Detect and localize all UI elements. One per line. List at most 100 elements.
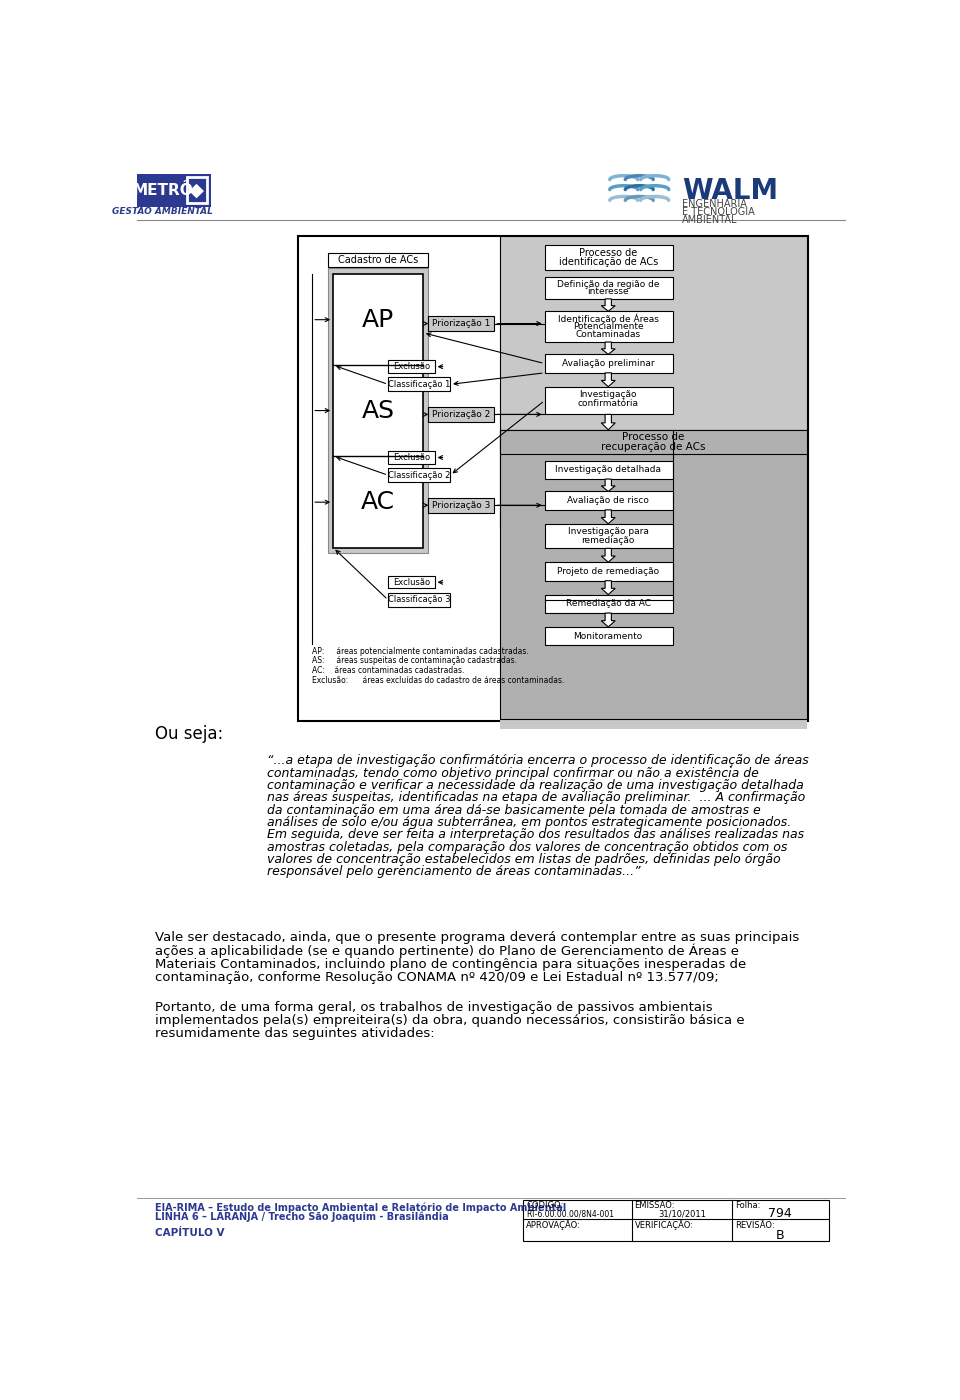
Text: AC: AC [361, 490, 396, 514]
Text: Folha:: Folha: [735, 1201, 760, 1210]
Text: nas áreas suspeitas, identificadas na etapa de avaliação preliminar.  ... A conf: nas áreas suspeitas, identificadas na et… [267, 791, 805, 805]
Text: WALM: WALM [682, 176, 778, 204]
Text: Priorização 3: Priorização 3 [432, 501, 491, 510]
Text: recuperação de ACs: recuperação de ACs [601, 442, 706, 452]
Bar [500, 235, 806, 528]
Text: contaminação, conforme Resolução CONAMA nº 420/09 e Lei Estadual nº 13.577/09;: contaminação, conforme Resolução CONAMA … [155, 970, 719, 984]
Bar [388, 468, 450, 482]
Polygon shape [601, 300, 615, 311]
Text: Classificação 2: Classificação 2 [388, 470, 450, 480]
Polygon shape [601, 581, 615, 595]
Text: Classificação 1: Classificação 1 [388, 379, 450, 389]
Text: Processo de: Processo de [579, 248, 637, 258]
Text: confirmatória: confirmatória [578, 399, 638, 409]
Text: AS: AS [362, 399, 395, 423]
Text: contaminadas, tendo como objetivo principal confirmar ou não a existência de: contaminadas, tendo como objetivo princi… [267, 767, 759, 780]
Text: “...a etapa de investigação confirmátória encerra o processo de identificação de: “...a etapa de investigação confirmátóri… [267, 755, 809, 767]
Text: Remediação da AC: Remediação da AC [565, 599, 651, 609]
Text: Priorização 2: Priorização 2 [432, 410, 491, 419]
Text: Definição da região de: Definição da região de [557, 280, 660, 288]
Bar [544, 491, 673, 510]
Bar [428, 497, 494, 512]
Text: EMISSÃO:: EMISSÃO: [635, 1201, 675, 1210]
Text: resumidamente das seguintes atividades:: resumidamente das seguintes atividades: [155, 1028, 435, 1040]
Text: EIA-RIMA – Estudo de Impacto Ambiental e Relatório de Impacto Ambiental: EIA-RIMA – Estudo de Impacto Ambiental e… [155, 1203, 566, 1212]
Text: valores de concentração estabelecidos em listas de padrões, definidas pelo órgão: valores de concentração estabelecidos em… [267, 853, 780, 867]
Text: Exclusão: Exclusão [393, 454, 430, 462]
Bar [544, 524, 673, 549]
Text: METRÔ: METRÔ [132, 183, 193, 197]
Bar [428, 316, 494, 332]
Bar [500, 235, 806, 728]
Text: responsável pelo gerenciamento de áreas contaminadas...”: responsável pelo gerenciamento de áreas … [267, 865, 641, 878]
Bar [388, 378, 450, 391]
Bar [544, 595, 673, 613]
Bar [327, 267, 428, 553]
Text: RT-6.00.00.00/8N4-001: RT-6.00.00.00/8N4-001 [526, 1210, 614, 1218]
Bar [544, 563, 673, 581]
Text: contaminação e verificar a necessidade da realização de uma investigação detalha: contaminação e verificar a necessidade d… [267, 778, 804, 792]
Bar [388, 451, 435, 463]
Text: Exclusão: Exclusão [393, 363, 430, 371]
Polygon shape [601, 510, 615, 524]
Bar [428, 406, 494, 423]
Text: Avaliação de risco: Avaliação de risco [567, 496, 649, 505]
Text: amostras coletadas, pela comparação dos valores de concentração obtidos com os: amostras coletadas, pela comparação dos … [267, 840, 787, 854]
Text: análises de solo e/ou água subterrânea, em pontos estrategicamente posicionados.: análises de solo e/ou água subterrânea, … [267, 816, 791, 829]
Text: Projeto de remediação: Projeto de remediação [557, 567, 660, 575]
Text: da contaminação em uma área dá-se basicamente pela tomada de amostras e: da contaminação em uma área dá-se basica… [267, 804, 761, 816]
Text: 794: 794 [768, 1207, 792, 1221]
Text: Materiais Contaminados, incluindo plano de contingência para situações inesperad: Materiais Contaminados, incluindo plano … [155, 958, 746, 970]
Text: REVISÃO:: REVISÃO: [735, 1221, 775, 1229]
Text: implementados pela(s) empreiteira(s) da obra, quando necessários, consistirão bá: implementados pela(s) empreiteira(s) da … [155, 1014, 745, 1026]
Text: Identificação de Áreas: Identificação de Áreas [558, 314, 659, 325]
Text: Investigação para: Investigação para [567, 526, 649, 536]
Text: remediação: remediação [582, 536, 635, 545]
Text: Investigação detalhada: Investigação detalhada [555, 465, 661, 475]
Text: Monitoramento: Monitoramento [574, 631, 643, 641]
Text: Exclusão:      áreas excluídas do cadastro de áreas contaminadas.: Exclusão: áreas excluídas do cadastro de… [312, 676, 564, 686]
Bar [523, 1200, 829, 1240]
Text: Ou seja:: Ou seja: [155, 725, 223, 743]
Bar [299, 235, 808, 721]
Text: Priorização 1: Priorização 1 [432, 319, 491, 328]
Text: ◆: ◆ [189, 181, 204, 200]
Text: Cadastro de ACs: Cadastro de ACs [338, 255, 419, 265]
Text: ações a aplicabilidade (se e quando pertinente) do Plano de Gerenciamento de Áre: ações a aplicabilidade (se e quando pert… [155, 944, 739, 959]
Text: APROVAÇÃO:: APROVAÇÃO: [526, 1221, 581, 1231]
Bar [544, 311, 673, 342]
Text: identificação de ACs: identificação de ACs [559, 258, 658, 267]
Text: AC:    áreas contaminadas cadastradas.: AC: áreas contaminadas cadastradas. [312, 665, 465, 675]
Text: AMBIENTAL: AMBIENTAL [682, 214, 737, 224]
Text: E TECNOLOGIA: E TECNOLOGIA [682, 207, 755, 217]
Bar [333, 274, 423, 547]
Text: 31/10/2011: 31/10/2011 [658, 1210, 706, 1218]
Text: Potencialmente: Potencialmente [573, 322, 643, 332]
Bar [544, 245, 673, 270]
Polygon shape [601, 372, 615, 386]
Text: VERIFICAÇÃO:: VERIFICAÇÃO: [635, 1221, 693, 1231]
Bar [388, 594, 450, 608]
Text: Em seguida, deve ser feita a interpretação dos resultados das análises realizada: Em seguida, deve ser feita a interpretaç… [267, 829, 804, 841]
Bar [544, 386, 673, 414]
Polygon shape [601, 414, 615, 430]
Text: Exclusão: Exclusão [393, 578, 430, 587]
Bar [500, 430, 806, 718]
Bar [500, 430, 806, 455]
Text: AP:     áreas potencialmente contaminadas cadastradas.: AP: áreas potencialmente contaminadas ca… [312, 647, 529, 657]
Text: Portanto, de uma forma geral, os trabalhos de investigação de passivos ambientai: Portanto, de uma forma geral, os trabalh… [155, 1001, 712, 1014]
Text: LINHA 6 – LARANJA / Trecho São Joaquim - Brasilândia: LINHA 6 – LARANJA / Trecho São Joaquim -… [155, 1211, 448, 1222]
Text: Processo de: Processo de [622, 433, 684, 442]
Bar [327, 252, 428, 266]
Bar [544, 627, 673, 645]
Bar [187, 178, 206, 203]
Text: CAPÍTULO V: CAPÍTULO V [155, 1228, 225, 1238]
Text: Avaliação preliminar: Avaliação preliminar [562, 358, 655, 368]
Text: CODIGO:: CODIGO: [526, 1201, 564, 1210]
Polygon shape [601, 613, 615, 627]
Text: Vale ser destacado, ainda, que o presente programa deverá contemplar entre as su: Vale ser destacado, ainda, que o present… [155, 931, 799, 945]
Bar [388, 360, 435, 372]
Polygon shape [601, 342, 615, 354]
Bar [137, 174, 210, 206]
Bar [388, 577, 435, 588]
